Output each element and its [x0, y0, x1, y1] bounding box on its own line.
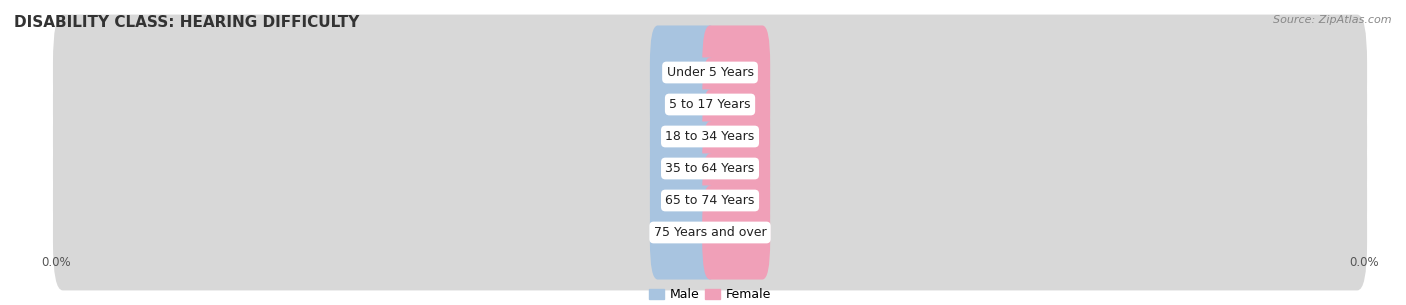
Text: 0.0%: 0.0% — [723, 228, 751, 238]
FancyBboxPatch shape — [650, 25, 718, 120]
Text: DISABILITY CLASS: HEARING DIFFICULTY: DISABILITY CLASS: HEARING DIFFICULTY — [14, 15, 360, 30]
FancyBboxPatch shape — [650, 121, 718, 216]
FancyBboxPatch shape — [702, 121, 770, 216]
FancyBboxPatch shape — [650, 89, 718, 184]
Text: 65 to 74 Years: 65 to 74 Years — [665, 194, 755, 207]
Text: Under 5 Years: Under 5 Years — [666, 66, 754, 79]
FancyBboxPatch shape — [56, 152, 1364, 185]
FancyBboxPatch shape — [702, 153, 770, 248]
Text: 0.0%: 0.0% — [669, 67, 697, 77]
Text: 0.0%: 0.0% — [669, 131, 697, 142]
Text: 35 to 64 Years: 35 to 64 Years — [665, 162, 755, 175]
Text: 0.0%: 0.0% — [669, 228, 697, 238]
FancyBboxPatch shape — [53, 47, 1367, 163]
FancyBboxPatch shape — [56, 217, 1364, 249]
FancyBboxPatch shape — [56, 120, 1364, 152]
Text: 0.0%: 0.0% — [723, 196, 751, 206]
Text: 0.0%: 0.0% — [723, 163, 751, 174]
FancyBboxPatch shape — [702, 25, 770, 120]
FancyBboxPatch shape — [56, 56, 1364, 88]
FancyBboxPatch shape — [56, 88, 1364, 120]
Text: Source: ZipAtlas.com: Source: ZipAtlas.com — [1274, 15, 1392, 25]
FancyBboxPatch shape — [56, 185, 1364, 217]
Text: 18 to 34 Years: 18 to 34 Years — [665, 130, 755, 143]
FancyBboxPatch shape — [53, 142, 1367, 258]
Text: 0.0%: 0.0% — [669, 99, 697, 109]
FancyBboxPatch shape — [650, 57, 718, 152]
FancyBboxPatch shape — [53, 111, 1367, 226]
Text: 0.0%: 0.0% — [723, 99, 751, 109]
FancyBboxPatch shape — [650, 185, 718, 280]
FancyBboxPatch shape — [702, 57, 770, 152]
FancyBboxPatch shape — [702, 89, 770, 184]
Text: 5 to 17 Years: 5 to 17 Years — [669, 98, 751, 111]
Text: 0.0%: 0.0% — [669, 163, 697, 174]
Text: 0.0%: 0.0% — [723, 67, 751, 77]
Legend: Male, Female: Male, Female — [644, 283, 776, 305]
FancyBboxPatch shape — [53, 174, 1367, 290]
FancyBboxPatch shape — [702, 185, 770, 280]
FancyBboxPatch shape — [650, 153, 718, 248]
FancyBboxPatch shape — [53, 79, 1367, 194]
Text: 75 Years and over: 75 Years and over — [654, 226, 766, 239]
Text: 0.0%: 0.0% — [723, 131, 751, 142]
FancyBboxPatch shape — [53, 15, 1367, 131]
Text: 0.0%: 0.0% — [669, 196, 697, 206]
